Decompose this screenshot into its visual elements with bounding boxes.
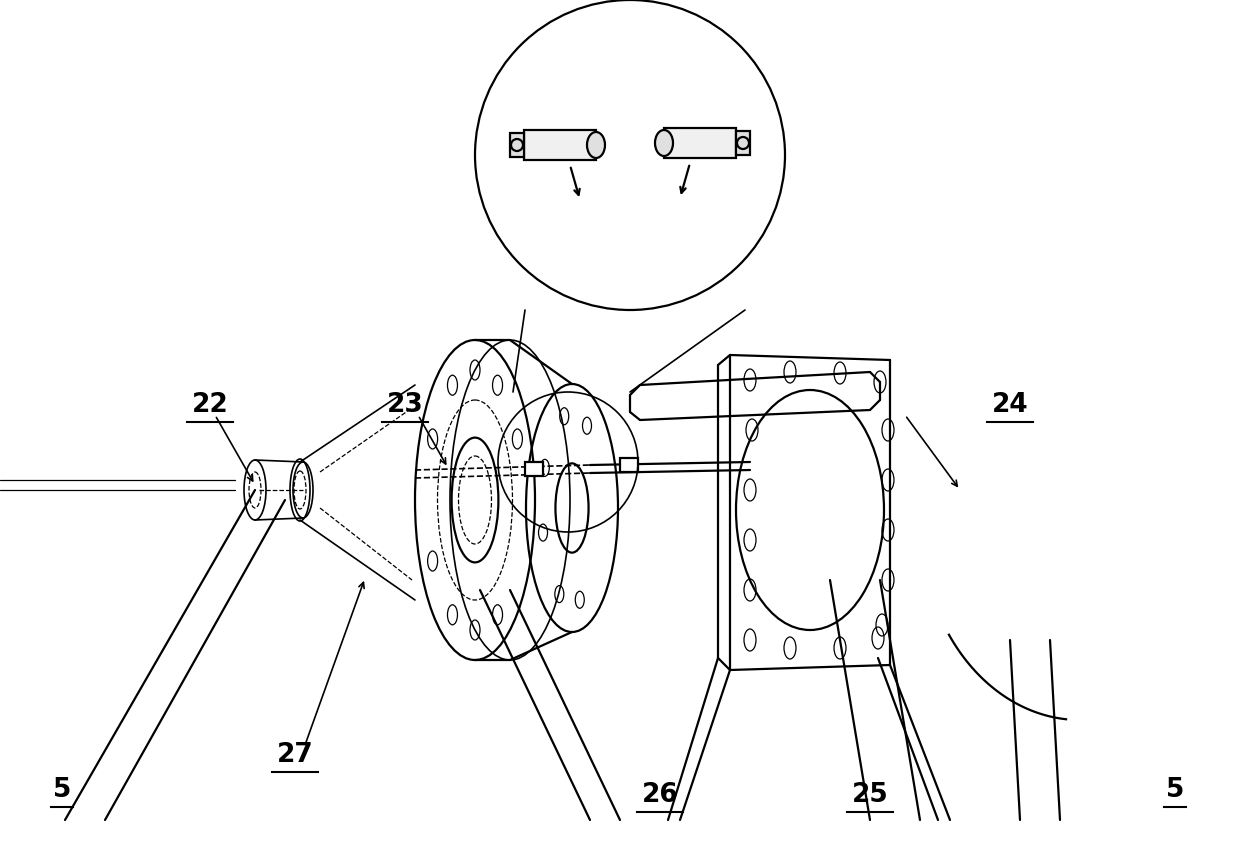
Text: 27: 27 [277,742,314,768]
Text: 5: 5 [1166,777,1184,803]
Bar [510,133,525,157]
Text: 26: 26 [641,782,678,808]
Text: 22: 22 [192,392,228,418]
Ellipse shape [587,132,605,158]
Text: 25: 25 [852,782,888,808]
Text: 24: 24 [992,392,1028,418]
Bar [525,462,543,476]
Bar [525,130,596,160]
Text: 5: 5 [53,777,71,803]
Bar [663,128,737,158]
Text: 23: 23 [387,392,423,418]
Bar [620,458,639,472]
Bar [737,131,750,155]
Ellipse shape [655,130,673,156]
